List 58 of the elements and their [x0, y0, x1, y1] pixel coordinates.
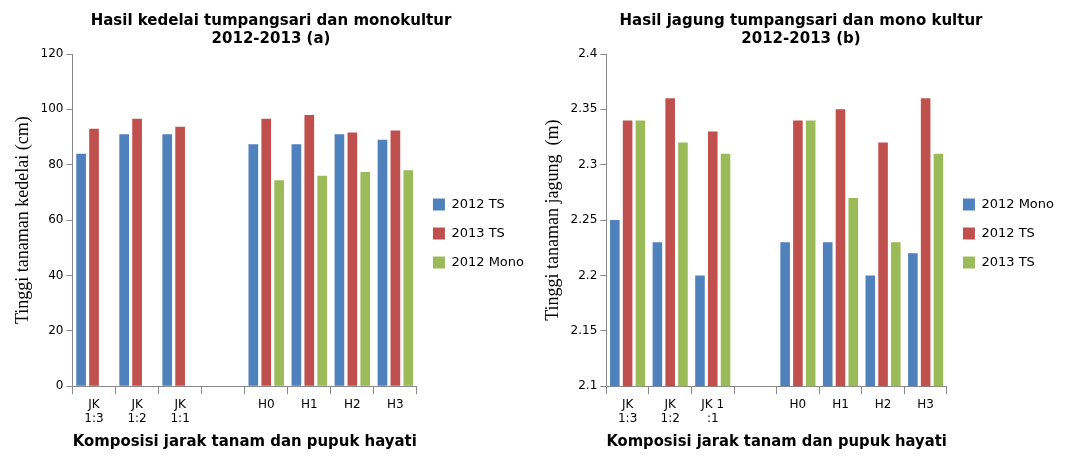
y-tick-label: 2.1 [578, 378, 598, 393]
y-tick-label: 2.4 [578, 46, 598, 61]
bar [119, 134, 130, 386]
x-tick-label: H1 [300, 396, 318, 411]
x-tick-label: H3 [917, 396, 934, 411]
bar [261, 118, 272, 386]
x-tick-label: H0 [257, 396, 275, 411]
x-tick-label: JK 1:3 [84, 396, 104, 425]
y-tick-label: 100 [40, 101, 64, 116]
x-tick-label: H2 [344, 396, 361, 411]
bar [89, 128, 99, 386]
x-tick-label: JK 1:3 [617, 396, 638, 425]
legend-label: 2012 Mono [451, 253, 525, 269]
y-tick-label: 2.35 [570, 101, 598, 116]
bar [377, 139, 388, 386]
legend-label: 2012 TS [981, 224, 1035, 240]
y-axis-title: Tinggi tanaman jagung (m) [541, 119, 563, 321]
bar [248, 144, 259, 386]
y-tick-label: 2.15 [570, 322, 598, 337]
y-tick-label: 2.3 [578, 156, 598, 171]
bar [162, 134, 173, 386]
x-tick-label: H1 [832, 396, 849, 411]
bar [132, 118, 142, 386]
y-tick-label: 40 [48, 267, 64, 282]
y-tick-label: 2.2 [578, 267, 598, 282]
x-axis-title: Komposisi jarak tanam dan pupuk hayati [72, 431, 417, 450]
y-tick-label: 0 [55, 378, 64, 393]
y-tick-label: 20 [48, 322, 64, 337]
y-tick-label: 80 [48, 156, 64, 171]
y-axis-title: Tinggi tanaman kedelai (cm) [11, 116, 33, 324]
y-tick-label: 60 [48, 212, 64, 227]
chart-title: Hasil kedelai tumpangsari dan monokultur 2012-2013 (a) [90, 10, 452, 47]
x-tick-label: JK 1:2 [127, 396, 147, 425]
bar [317, 175, 328, 386]
x-tick-label: JK 1:1 [170, 396, 190, 425]
x-tick-label: H0 [789, 396, 807, 411]
y-tick-label: 2.25 [570, 212, 598, 227]
y-tick-label: 120 [40, 46, 64, 61]
chart-title: Hasil jagung tumpangsari dan mono kultur 2012-2013 (b) [619, 10, 984, 47]
x-axis-title: Komposisi jarak tanam dan pupuk hayati [606, 431, 947, 450]
legend-label: 2013 TS [981, 253, 1035, 269]
bar [347, 132, 358, 386]
x-tick-label: JK 1 :1 [700, 396, 725, 425]
x-tick-label: H3 [387, 396, 404, 411]
bar [403, 170, 414, 386]
legend-label: 2012 Mono [981, 195, 1055, 211]
bar [175, 126, 185, 386]
x-tick-label: H2 [874, 396, 892, 411]
bar [274, 180, 284, 386]
bar [76, 153, 86, 386]
legend-label: 2013 TS [451, 224, 505, 240]
bar [360, 171, 371, 386]
x-tick-label: JK 1:2 [660, 396, 680, 425]
bar [291, 144, 302, 386]
bar [390, 130, 401, 386]
bar [304, 114, 315, 386]
legend-label: 2012 TS [451, 195, 505, 211]
bar [334, 134, 345, 386]
